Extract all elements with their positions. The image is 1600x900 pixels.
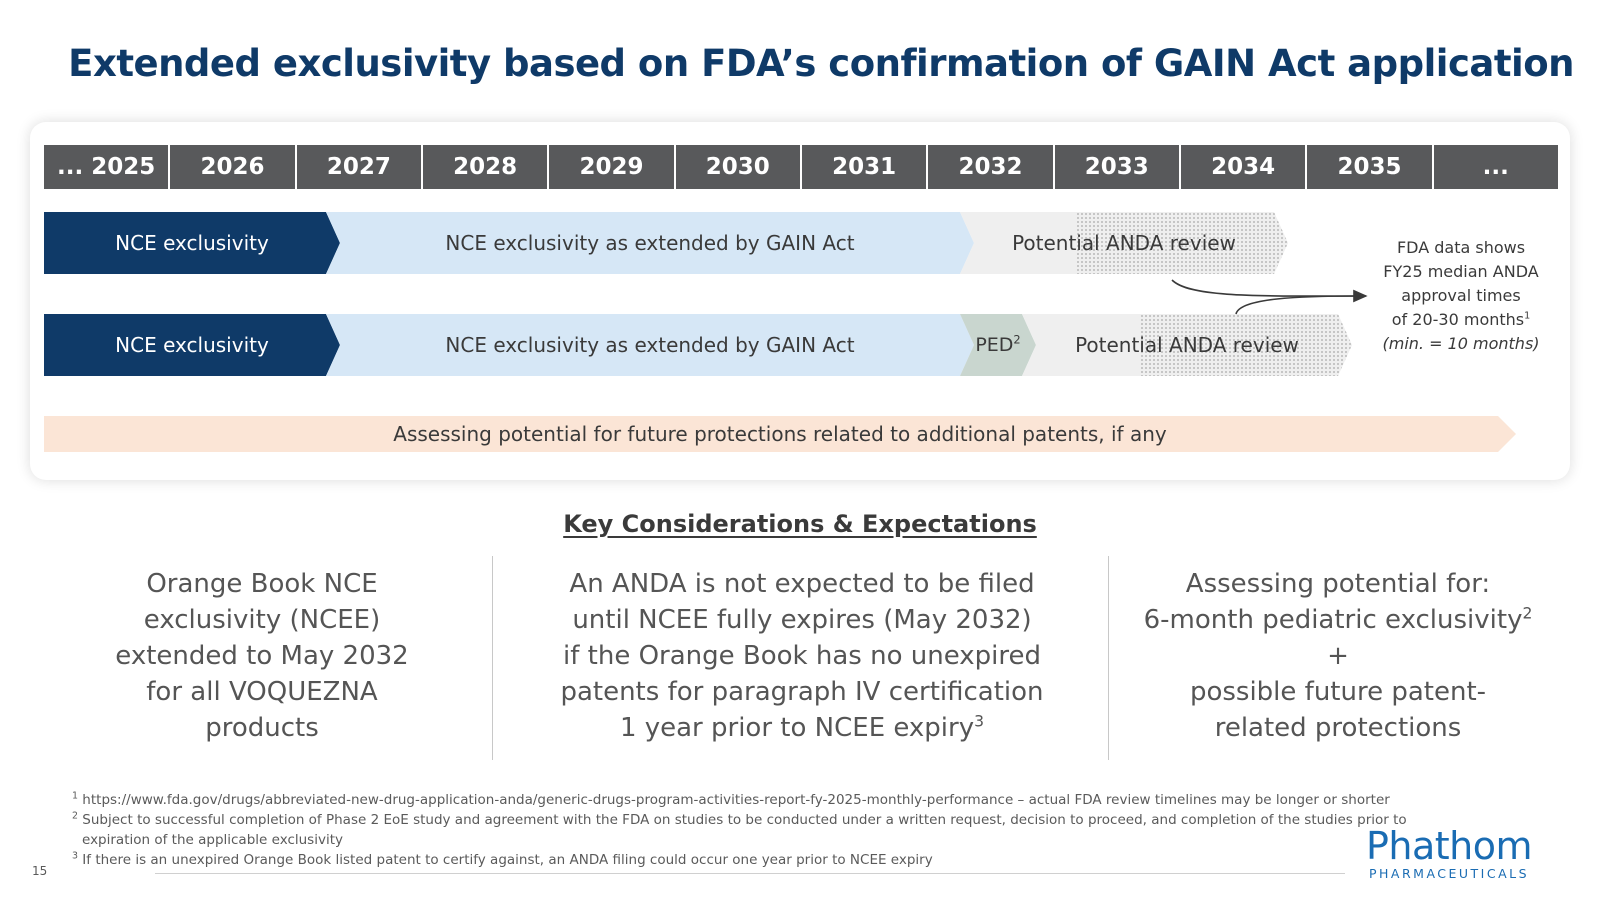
ped-sup: 2 [1013, 332, 1021, 347]
row1-gain-label: NCE exclusivity as extended by GAIN Act [445, 231, 855, 255]
row1-nce-label: NCE exclusivity [115, 231, 269, 255]
year-cell: 2031 [802, 145, 929, 189]
year-cell: ... 2025 [44, 145, 171, 189]
note-line3: approval times [1401, 286, 1521, 305]
note-line4-sup: 1 [1524, 310, 1531, 322]
note-line5: (min. = 10 months) [1382, 334, 1540, 353]
row1-dotted-pattern [1076, 212, 1288, 274]
year-cell: 2034 [1181, 145, 1308, 189]
footnote-1-text: https://www.fda.gov/drugs/abbreviated-ne… [78, 792, 1390, 808]
row1-gain-bar: NCE exclusivity as extended by GAIN Act [326, 212, 974, 274]
row1-nce-bar: NCE exclusivity [44, 212, 340, 274]
note-line4-text: of 20-30 months [1391, 310, 1525, 329]
footnote-2-cont: expiration of the applicable exclusivity [82, 832, 343, 848]
year-cell: 2033 [1055, 145, 1181, 189]
row2-anda-label: Potential ANDA review [1075, 333, 1299, 357]
year-cell: 2030 [676, 145, 802, 189]
row2-gain-label: NCE exclusivity as extended by GAIN Act [445, 333, 855, 357]
ped-text: PED [975, 334, 1014, 356]
assess-label: Assessing potential for future protectio… [393, 422, 1167, 446]
fda-data-note: FDA data shows FY25 median ANDA approval… [1372, 236, 1550, 356]
row2-ped-label: PED2 [975, 334, 1020, 356]
col3-line2: 6-month pediatric exclusivity2 [1130, 602, 1546, 638]
col3-line1: Assessing potential for: [1185, 569, 1491, 599]
row2-nce-bar: NCE exclusivity [44, 314, 340, 376]
consideration-col3: Assessing potential for: 6-month pediatr… [1130, 566, 1546, 746]
row2-dotted-pattern [1140, 314, 1352, 376]
divider-1 [492, 556, 493, 760]
consideration-col2: An ANDA is not expected to be filed unti… [532, 566, 1072, 746]
row2-gain-bar: NCE exclusivity as extended by GAIN Act [326, 314, 974, 376]
slide-title: Extended exclusivity based on FDA’s conf… [68, 42, 1574, 85]
col3-sup: 2 [1522, 604, 1533, 623]
year-header-row: ... 2025 2026 2027 2028 2029 2030 2031 2032 2033… [44, 145, 1558, 189]
col2-sup: 3 [974, 712, 985, 731]
footnote-1-num: 1 [72, 790, 79, 802]
key-title-text: Key Considerations & Expectations [563, 510, 1037, 538]
footer-rule [155, 873, 1345, 874]
year-cell: ... [1482, 154, 1509, 180]
note-line1: FDA data shows [1396, 238, 1526, 257]
arrow-row2 [1235, 295, 1361, 315]
year-cell: 2032 [928, 145, 1055, 189]
note-line2: FY25 median ANDA [1383, 262, 1539, 281]
row1-anda-bar: Potential ANDA review [960, 212, 1288, 274]
year-cell: 2035 [1307, 145, 1434, 189]
year-cell: 2027 [297, 145, 423, 189]
year-cell: 2026 [170, 145, 297, 189]
note-line4: of 20-30 months1 [1372, 308, 1550, 332]
col2-text: An ANDA is not expected to be filed unti… [560, 569, 1044, 743]
footnote-1: 1 https://www.fda.gov/drugs/abbreviated-… [72, 790, 1522, 810]
footnote-3-num: 3 [72, 850, 79, 862]
key-considerations-title: Key Considerations & Expectations [0, 510, 1600, 538]
page-number: 15 [32, 864, 48, 878]
footnote-2-num: 2 [72, 810, 79, 822]
logo-sub: PHARMACEUTICALS [1368, 866, 1530, 881]
footnote-2: 2 Subject to successful completion of Ph… [72, 810, 1522, 830]
row2-ped-bar: PED2 [960, 314, 1036, 376]
logo-brand: Phathom [1366, 824, 1533, 868]
arrow-row1 [1171, 279, 1368, 303]
divider-2 [1108, 556, 1109, 760]
phathom-logo: Phathom PHARMACEUTICALS [1366, 824, 1533, 882]
col3-line2-text: 6-month pediatric exclusivity [1143, 605, 1523, 635]
footnotes: 1 https://www.fda.gov/drugs/abbreviated-… [72, 790, 1522, 870]
consideration-col1: Orange Book NCE exclusivity (NCEE) exten… [115, 569, 409, 743]
row2-nce-label: NCE exclusivity [115, 333, 269, 357]
col3-line5: related protections [1214, 713, 1462, 743]
footnote-3: 3 If there is an unexpired Orange Book l… [72, 850, 1522, 870]
col3-line4: possible future patent- [1189, 677, 1487, 707]
row1-anda-label: Potential ANDA review [1012, 231, 1236, 255]
footnote-2-text: Subject to successful completion of Phas… [78, 812, 1407, 828]
assess-bar: Assessing potential for future protectio… [44, 416, 1516, 452]
col3-line3: + [1327, 641, 1349, 671]
row2-anda-bar: Potential ANDA review [1022, 314, 1352, 376]
year-cell: 2028 [423, 145, 550, 189]
footnote-3-text: If there is an unexpired Orange Book lis… [78, 852, 933, 868]
year-cell: 2029 [549, 145, 676, 189]
